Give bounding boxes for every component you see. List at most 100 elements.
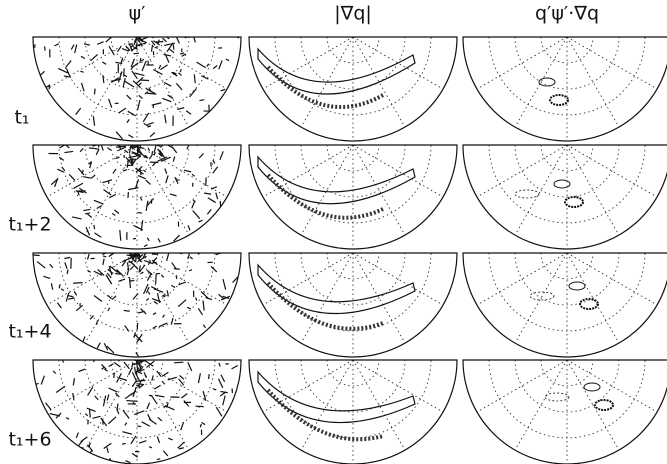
vector-arrow (176, 83, 182, 89)
vector-arrow (41, 376, 44, 385)
row-label: t₁+2 (8, 214, 51, 236)
vector-arrow (154, 301, 158, 304)
vector-arrow (173, 157, 174, 162)
vector-arrow (168, 438, 172, 440)
panel-content (33, 351, 238, 464)
gradient-band-inner (268, 175, 383, 218)
vector-arrow (97, 343, 100, 349)
vector-arrow (85, 414, 87, 416)
vector-arrow (153, 326, 157, 329)
flux-contour (515, 190, 539, 198)
vector-arrow (109, 99, 112, 108)
vector-arrow (146, 298, 148, 300)
vector-arrow (155, 47, 159, 48)
vector-arrow (201, 422, 205, 424)
panel-outline (463, 37, 667, 141)
vector-arrow (207, 64, 209, 67)
vector-arrow (138, 83, 141, 86)
vector-arrow (94, 200, 103, 204)
vector-arrow (89, 409, 90, 418)
latitude-circle (275, 360, 431, 438)
vector-arrow (184, 401, 189, 407)
panel-content (258, 145, 443, 249)
vector-arrow (208, 198, 216, 203)
vector-arrow (179, 379, 184, 385)
vector-arrow (160, 146, 163, 148)
vector-arrow (128, 188, 138, 190)
vector-arrow (127, 119, 129, 122)
vector-arrow (144, 373, 146, 378)
vector-arrow (189, 270, 192, 271)
panel-content (258, 253, 443, 357)
vector-arrow (91, 175, 95, 178)
vector-arrow (124, 150, 128, 153)
latitude-circle (327, 145, 379, 171)
vector-arrow (54, 44, 58, 46)
vector-arrow (152, 151, 153, 154)
vector-arrow (213, 160, 215, 163)
vector-arrow (153, 70, 162, 75)
vector-arrow (158, 417, 162, 421)
vector-arrow (108, 295, 112, 298)
vector-arrow (193, 211, 200, 219)
latitude-circle (275, 37, 431, 115)
vector-arrow (93, 416, 101, 418)
vector-arrow (140, 272, 143, 274)
polar-panel (33, 28, 241, 141)
vector-arrow (109, 388, 118, 392)
vector-arrow (133, 53, 138, 54)
gradient-band (258, 157, 415, 204)
flux-contour (550, 95, 568, 105)
vector-arrow (140, 197, 142, 200)
vector-arrow (67, 269, 68, 274)
panel-content (35, 28, 239, 141)
vector-arrow (143, 170, 146, 172)
panel-content (32, 246, 238, 357)
vector-arrow (88, 214, 92, 217)
vector-arrow (122, 49, 128, 52)
vector-arrow (174, 362, 183, 363)
panel-outline (463, 360, 667, 464)
vector-arrow (93, 116, 94, 126)
vector-arrow (134, 73, 144, 76)
vector-arrow (226, 59, 229, 61)
vector-arrow (147, 238, 149, 241)
latitude-circle (327, 37, 379, 63)
vector-arrow (124, 310, 130, 311)
vector-arrow (133, 238, 136, 239)
vector-arrow (109, 253, 114, 257)
vector-arrow (96, 149, 99, 155)
vector-arrow (126, 401, 137, 402)
vector-arrow (180, 53, 184, 54)
vector-arrow (216, 193, 218, 199)
vector-arrow (124, 155, 125, 158)
latitude-circle (541, 360, 593, 386)
vector-arrow (216, 407, 222, 416)
vector-arrow (123, 170, 127, 171)
vector-arrow (50, 264, 53, 267)
vector-arrow (107, 394, 108, 400)
vector-arrow (142, 61, 146, 71)
vector-arrow (73, 283, 82, 284)
vector-arrow (131, 436, 136, 444)
vector-arrow (108, 308, 110, 311)
vector-arrow (90, 316, 94, 320)
vector-arrow (114, 362, 120, 367)
latitude-circle (489, 145, 645, 223)
vector-arrow (59, 284, 60, 288)
vector-arrow (101, 418, 107, 426)
vector-arrow (168, 247, 170, 253)
polar-panel (33, 351, 241, 464)
vector-arrow (119, 108, 126, 113)
vector-arrow (85, 213, 90, 214)
vector-arrow (221, 375, 225, 382)
latitude-circle (541, 253, 593, 279)
vector-arrow (146, 180, 151, 184)
vector-arrow (206, 298, 212, 300)
vector-arrow (115, 274, 120, 275)
vector-arrow (127, 95, 131, 99)
vector-arrow (127, 270, 128, 276)
latitude-circle (275, 145, 431, 223)
vector-arrow (135, 367, 136, 372)
flux-contour (565, 197, 583, 207)
